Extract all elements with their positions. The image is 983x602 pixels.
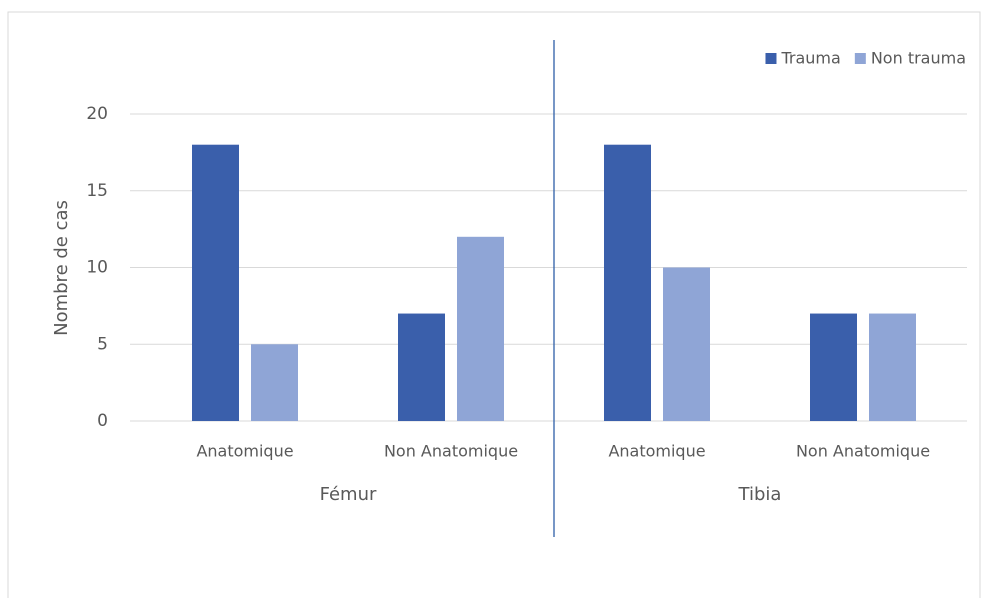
legend-label[interactable]: Trauma [780, 49, 840, 68]
y-tick-label: 5 [97, 334, 108, 354]
legend-swatch [765, 53, 777, 64]
bar [251, 344, 298, 421]
y-tick-label: 0 [97, 411, 108, 431]
y-tick-label: 20 [86, 104, 108, 124]
y-tick-label: 10 [86, 258, 108, 278]
legend-swatch [854, 53, 866, 64]
bar [604, 144, 651, 421]
bar [663, 267, 710, 421]
x-tick-label: Non Anatomique [796, 442, 930, 461]
x-tick-label: Non Anatomique [384, 442, 518, 461]
bar [869, 313, 916, 421]
group-label: Fémur [320, 484, 377, 505]
group-label: Tibia [738, 484, 782, 505]
bar [192, 144, 239, 421]
bar [810, 313, 857, 421]
bar [398, 313, 445, 421]
x-tick-label: Anatomique [608, 442, 705, 461]
y-axis-title: Nombre de cas [51, 200, 72, 336]
y-tick-label: 15 [86, 181, 108, 201]
bar [457, 236, 504, 421]
x-tick-label: Anatomique [196, 442, 293, 461]
legend-label[interactable]: Non trauma [871, 49, 966, 68]
